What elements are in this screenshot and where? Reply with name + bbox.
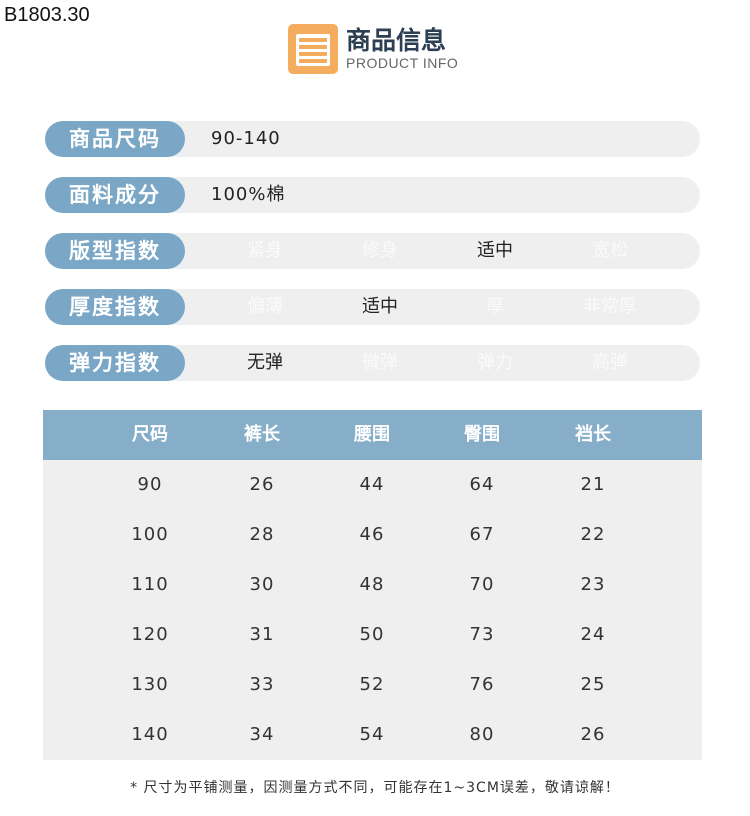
info-label: 商品尺码	[45, 121, 185, 157]
table-cell: 67	[469, 524, 495, 545]
info-label: 厚度指数	[45, 289, 185, 325]
table-cell: 73	[469, 624, 495, 645]
table-row: 120 31 50 73 24	[43, 610, 702, 660]
table-cell: 50	[359, 624, 385, 645]
table-row: 140 34 54 80 26	[43, 710, 702, 760]
info-label: 版型指数	[45, 233, 185, 269]
table-cell: 22	[580, 524, 606, 545]
option: 非常厚	[583, 296, 637, 317]
info-bar	[105, 233, 700, 269]
info-row: 版型指数 紧身 修身 适中 宽松	[45, 233, 700, 269]
info-label: 弹力指数	[45, 345, 185, 381]
table-cell: 76	[469, 674, 495, 695]
table-cell: 52	[359, 674, 385, 695]
option: 弹力	[477, 352, 513, 373]
column-header: 尺码	[132, 424, 168, 445]
table-cell: 24	[580, 624, 606, 645]
section-header: 商品信息 PRODUCT INFO	[288, 24, 458, 74]
option: 宽松	[592, 240, 628, 261]
table-cell: 64	[469, 474, 495, 495]
table-cell: 110	[131, 574, 169, 595]
option: 厚	[486, 296, 504, 317]
list-icon	[288, 24, 338, 74]
table-row: 90 26 44 64 21	[43, 460, 702, 510]
info-bar	[105, 177, 700, 213]
table-cell: 23	[580, 574, 606, 595]
table-cell: 54	[359, 724, 385, 745]
option: 偏薄	[247, 296, 283, 317]
info-bar	[105, 121, 700, 157]
column-header: 裆长	[575, 424, 611, 445]
table-cell: 26	[249, 474, 275, 495]
info-bar	[105, 289, 700, 325]
option-selected: 适中	[477, 240, 513, 261]
table-cell: 46	[359, 524, 385, 545]
size-table: 尺码 裤长 腰围 臀围 裆长 90 26 44 64 21 100 28 46 67 22 110 30 48 7…	[43, 410, 702, 760]
table-header: 尺码 裤长 腰围 臀围 裆长	[43, 410, 702, 460]
table-row: 130 33 52 76 25	[43, 660, 702, 710]
option-selected: 适中	[362, 296, 398, 317]
table-cell: 70	[469, 574, 495, 595]
info-bar	[105, 345, 700, 381]
table-cell: 31	[249, 624, 275, 645]
table-cell: 33	[249, 674, 275, 695]
column-header: 腰围	[354, 424, 390, 445]
table-row: 110 30 48 70 23	[43, 560, 702, 610]
option: 高弹	[592, 352, 628, 373]
measurement-note: * 尺寸为平铺测量，因测量方式不同，可能存在1~3CM误差，敬请谅解！	[130, 780, 620, 796]
info-value: 90-140	[211, 128, 281, 149]
info-label: 面料成分	[45, 177, 185, 213]
table-cell: 34	[249, 724, 275, 745]
info-row: 商品尺码 90-140	[45, 121, 700, 157]
table-cell: 130	[131, 674, 169, 695]
option: 微弹	[362, 352, 398, 373]
info-row: 弹力指数 无弹 微弹 弹力 高弹	[45, 345, 700, 381]
table-cell: 28	[249, 524, 275, 545]
table-cell: 48	[359, 574, 385, 595]
info-row: 面料成分 100%棉	[45, 177, 700, 213]
info-row: 厚度指数 偏薄 适中 厚 非常厚	[45, 289, 700, 325]
table-cell: 80	[469, 724, 495, 745]
column-header: 臀围	[464, 424, 500, 445]
option-selected: 无弹	[247, 352, 283, 373]
table-row: 100 28 46 67 22	[43, 510, 702, 560]
header-title: 商品信息	[346, 26, 447, 55]
table-cell: 30	[249, 574, 275, 595]
table-cell: 26	[580, 724, 606, 745]
table-cell: 100	[131, 524, 169, 545]
header-subtitle: PRODUCT INFO	[346, 55, 459, 71]
table-cell: 44	[359, 474, 385, 495]
table-cell: 21	[580, 474, 606, 495]
table-cell: 140	[131, 724, 169, 745]
option: 紧身	[247, 240, 283, 261]
table-cell: 120	[131, 624, 169, 645]
product-code: B1803.30	[4, 4, 90, 26]
table-cell: 25	[580, 674, 606, 695]
info-value: 100%棉	[211, 184, 286, 205]
option: 修身	[362, 240, 398, 261]
table-cell: 90	[137, 474, 163, 495]
column-header: 裤长	[244, 424, 280, 445]
